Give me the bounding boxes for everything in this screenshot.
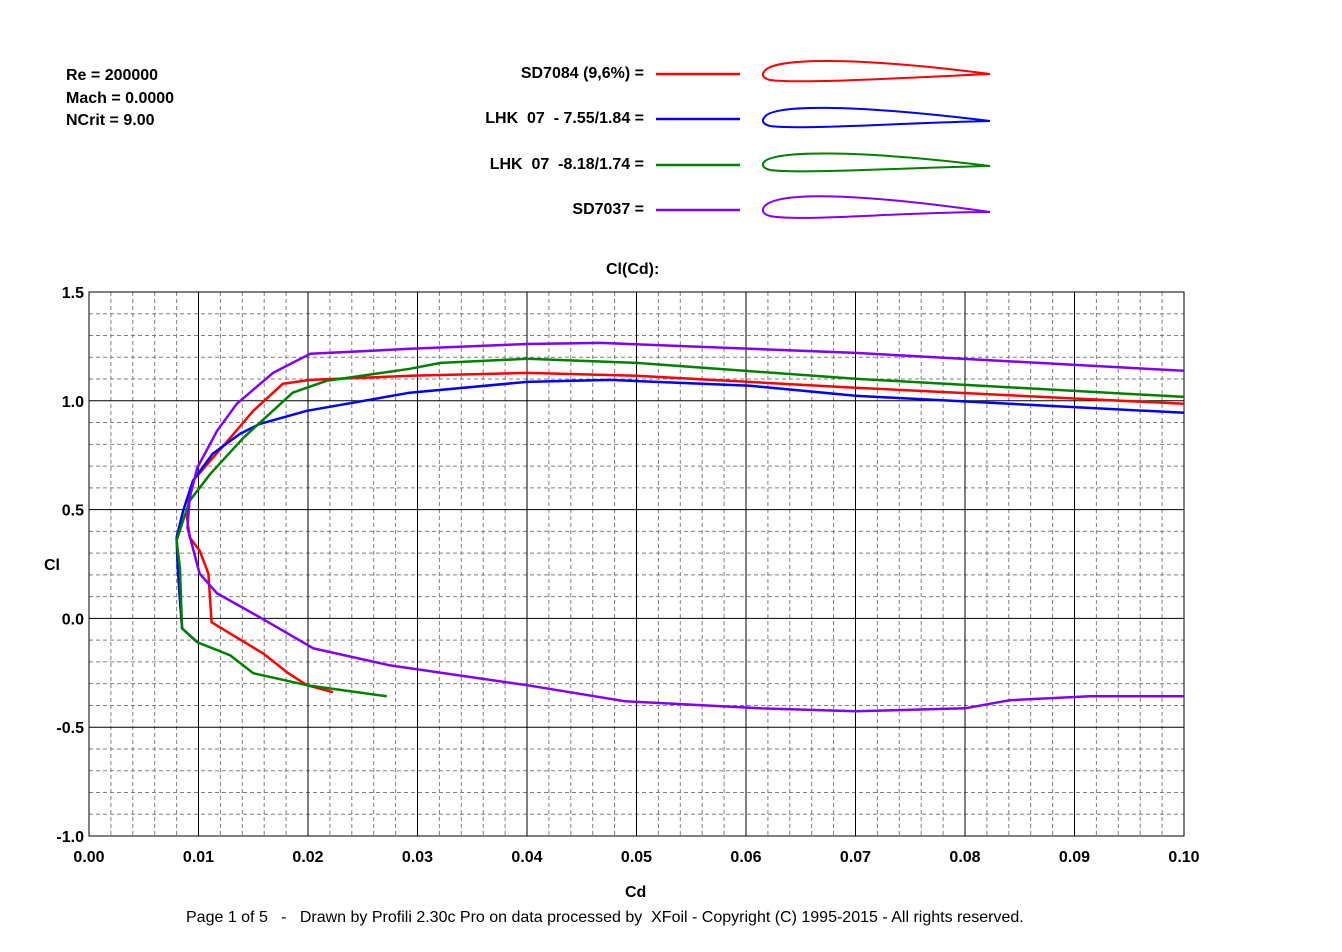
y-tick-label: -1.0 (56, 829, 84, 846)
x-tick-label: 0.03 (402, 849, 433, 866)
airfoil-shape-sd7037 (761, 195, 991, 219)
legend-label-lhk-755: LHK 07 - 7.55/1.84 = (485, 110, 644, 127)
x-tick-label: 0.10 (1168, 849, 1199, 866)
plot-frame (88, 291, 1185, 837)
x-tick-label: 0.01 (183, 849, 214, 866)
legend-label-sd7084: SD7084 (9,6%) = (520, 65, 644, 82)
legend-label-lhk-818: LHK 07 -8.18/1.74 = (489, 156, 644, 173)
series-line-sd7037 (186, 341, 1185, 713)
y-tick-label: -0.5 (56, 720, 84, 737)
x-tick-label: 0.07 (840, 849, 871, 866)
x-tick-label: 0.09 (1059, 849, 1090, 866)
x-tick-label: 0.05 (621, 849, 652, 866)
x-axis-label: Cd (625, 884, 647, 901)
run-parameters: Re = 200000 Mach = 0.0000 NCrit = 9.00 (66, 65, 174, 133)
x-tick-label: 0.00 (73, 849, 104, 866)
series-line-lhk-818 (175, 357, 1185, 698)
ncrit: NCrit = 9.00 (66, 112, 155, 129)
x-tick-label: 0.02 (292, 849, 323, 866)
y-tick-label: 1.5 (62, 285, 84, 302)
y-axis-label: Cl (44, 557, 60, 574)
footer-credits: Page 1 of 5 - Drawn by Profili 2.30c Pro… (186, 909, 1024, 926)
series-line-sd7084 (185, 371, 1185, 694)
series-line-lhk-755 (175, 378, 1185, 644)
airfoil-shape-sd7084 (761, 60, 991, 83)
y-tick-label: 0.5 (62, 503, 84, 520)
x-tick-label: 0.04 (511, 849, 542, 866)
reynolds-number: Re = 200000 (66, 67, 159, 84)
y-tick-label: 0.0 (62, 611, 84, 628)
airfoil-shape-lhk-755 (761, 106, 991, 129)
chart-title: Cl(Cd): (606, 261, 660, 278)
mach-number: Mach = 0.0000 (66, 89, 175, 107)
legend-label-sd7037: SD7037 = (572, 201, 644, 218)
y-tick-label: 1.0 (62, 394, 84, 411)
x-tick-label: 0.08 (949, 849, 980, 866)
airfoil-shape-lhk-818 (761, 152, 991, 173)
x-tick-label: 0.06 (730, 849, 761, 866)
